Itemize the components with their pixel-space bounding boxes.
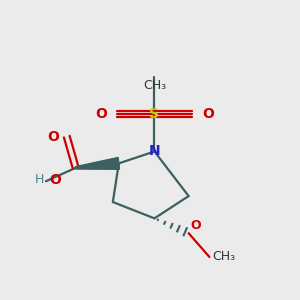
Text: O: O bbox=[202, 107, 214, 121]
Text: S: S bbox=[149, 107, 160, 121]
Text: N: N bbox=[148, 145, 160, 158]
Text: CH₃: CH₃ bbox=[143, 79, 166, 92]
Text: O: O bbox=[95, 107, 107, 121]
Polygon shape bbox=[76, 158, 119, 169]
Text: O: O bbox=[47, 130, 59, 144]
Text: O: O bbox=[190, 219, 201, 232]
Text: H: H bbox=[35, 173, 44, 186]
Text: O: O bbox=[49, 173, 61, 187]
Text: CH₃: CH₃ bbox=[212, 250, 235, 263]
